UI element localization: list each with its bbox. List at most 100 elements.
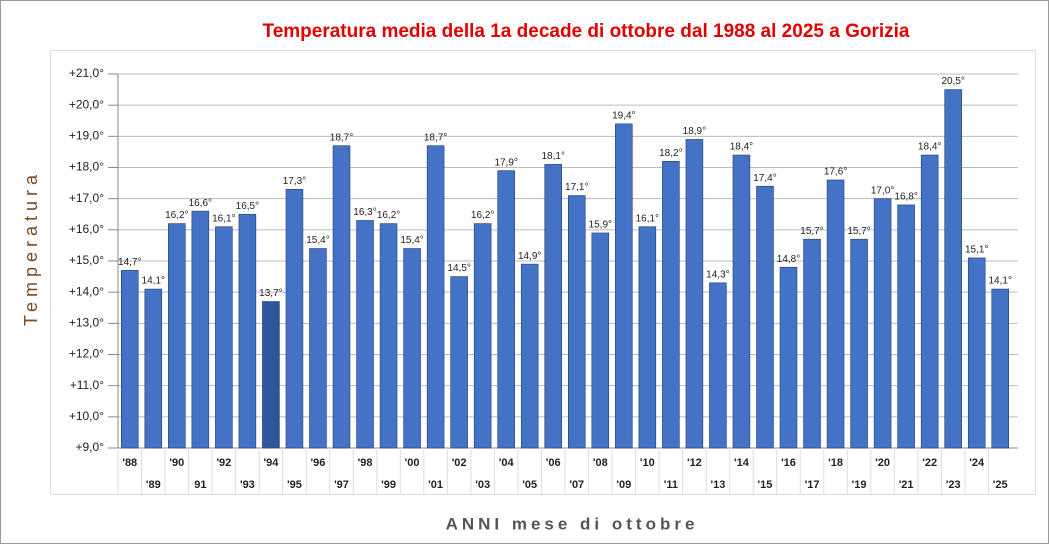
y-tick-label: +14,0° xyxy=(69,284,104,298)
bar xyxy=(473,223,492,449)
x-axis-title: ANNI mese di ottobre xyxy=(446,514,699,533)
value-label: 16,6° xyxy=(189,198,212,209)
x-tick-label: '99 xyxy=(381,479,396,491)
value-label: 15,1° xyxy=(965,245,988,256)
value-label: 17,6° xyxy=(824,167,847,178)
bar xyxy=(615,123,633,449)
bar xyxy=(497,170,515,449)
bar xyxy=(120,270,139,449)
value-label: 18,9° xyxy=(683,126,706,137)
bar xyxy=(426,145,445,449)
y-tick-label: +21,0° xyxy=(69,66,104,80)
value-label: 16,3° xyxy=(353,207,376,218)
value-label: 14,9° xyxy=(518,251,541,262)
bar xyxy=(215,226,233,449)
x-tick-label: '92 xyxy=(216,457,231,469)
y-tick-label: +13,0° xyxy=(69,316,104,330)
bar xyxy=(991,288,1010,449)
value-label: 18,2° xyxy=(659,148,682,159)
value-label: 15,4° xyxy=(400,235,423,246)
bar xyxy=(403,248,421,449)
bar xyxy=(238,213,257,449)
x-tick-label: '17 xyxy=(805,479,820,491)
x-tick-label: '93 xyxy=(240,479,255,491)
x-tick-label: '24 xyxy=(969,457,985,469)
value-label: 14,1° xyxy=(142,276,165,287)
bar xyxy=(944,89,962,449)
bar xyxy=(520,263,539,449)
value-label: 16,1° xyxy=(212,213,235,224)
x-tick-label: '12 xyxy=(687,457,702,469)
bar xyxy=(144,288,163,449)
plot-frame xyxy=(50,50,1036,495)
bar xyxy=(262,301,280,449)
y-tick-label: +16,0° xyxy=(69,222,104,236)
bar xyxy=(567,195,586,449)
x-tick-label: '96 xyxy=(311,457,326,469)
x-tick-label: '19 xyxy=(852,479,867,491)
x-tick-label: '14 xyxy=(734,457,750,469)
value-label: 13,7° xyxy=(259,288,282,299)
bar xyxy=(332,145,351,449)
value-label: 17,9° xyxy=(494,157,517,168)
x-tick-label: '89 xyxy=(146,479,161,491)
value-label: 16,2° xyxy=(471,210,494,221)
value-label: 18,7° xyxy=(330,132,353,143)
x-tick-label: '97 xyxy=(334,479,349,491)
value-label: 14,3° xyxy=(706,269,729,280)
value-label: 18,1° xyxy=(542,151,565,162)
bar xyxy=(662,160,680,449)
bar xyxy=(191,210,210,449)
bar xyxy=(967,257,986,449)
bar xyxy=(356,220,374,449)
value-label: 15,9° xyxy=(589,220,612,231)
x-tick-label: '22 xyxy=(922,457,937,469)
x-tick-label: '20 xyxy=(875,457,890,469)
value-label: 17,3° xyxy=(283,176,306,187)
value-label: 16,8° xyxy=(894,192,917,203)
x-tick-label: '09 xyxy=(616,479,631,491)
x-tick-label: '10 xyxy=(640,457,655,469)
x-tick-label: '11 xyxy=(664,479,678,491)
value-label: 15,7° xyxy=(800,226,823,237)
value-label: 14,5° xyxy=(447,263,470,274)
x-tick-label: '98 xyxy=(358,457,373,469)
y-tick-label: +11,0° xyxy=(70,378,104,392)
y-tick-label: +12,0° xyxy=(69,347,104,361)
y-tick-label: +9,0° xyxy=(76,440,105,454)
value-label: 14,1° xyxy=(989,276,1012,287)
value-label: 16,2° xyxy=(165,210,188,221)
value-label: 20,5° xyxy=(941,76,964,87)
bar xyxy=(285,189,304,449)
bar xyxy=(897,204,915,449)
x-tick-label: '23 xyxy=(946,479,961,491)
bar xyxy=(450,276,468,449)
x-tick-label: '07 xyxy=(569,479,584,491)
bar xyxy=(709,282,727,449)
value-label: 17,0° xyxy=(871,185,894,196)
x-tick-label: '06 xyxy=(546,457,561,469)
x-tick-label: '88 xyxy=(122,457,137,469)
y-axis-title: Temperatura xyxy=(21,170,41,326)
y-tick-label: +17,0° xyxy=(69,191,104,205)
x-tick-label: '25 xyxy=(993,479,1008,491)
chart-title: Temperatura media della 1a decade di ott… xyxy=(263,21,910,42)
x-tick-label: '08 xyxy=(593,457,608,469)
x-tick-label: '13 xyxy=(710,479,725,491)
value-label: 19,4° xyxy=(612,111,635,122)
y-tick-label: +19,0° xyxy=(69,129,104,143)
bar xyxy=(779,266,798,449)
bar xyxy=(168,223,186,449)
value-label: 15,4° xyxy=(306,235,329,246)
x-tick-label: '01 xyxy=(428,479,443,491)
bar xyxy=(803,238,821,449)
value-label: 16,5° xyxy=(236,201,259,212)
value-label: 18,4° xyxy=(918,142,941,153)
bar xyxy=(309,248,327,449)
bar xyxy=(850,238,868,449)
x-tick-label: '04 xyxy=(499,457,515,469)
value-label: 16,1° xyxy=(636,213,659,224)
x-tick-label: '05 xyxy=(522,479,537,491)
x-tick-label: 91 xyxy=(194,479,206,491)
